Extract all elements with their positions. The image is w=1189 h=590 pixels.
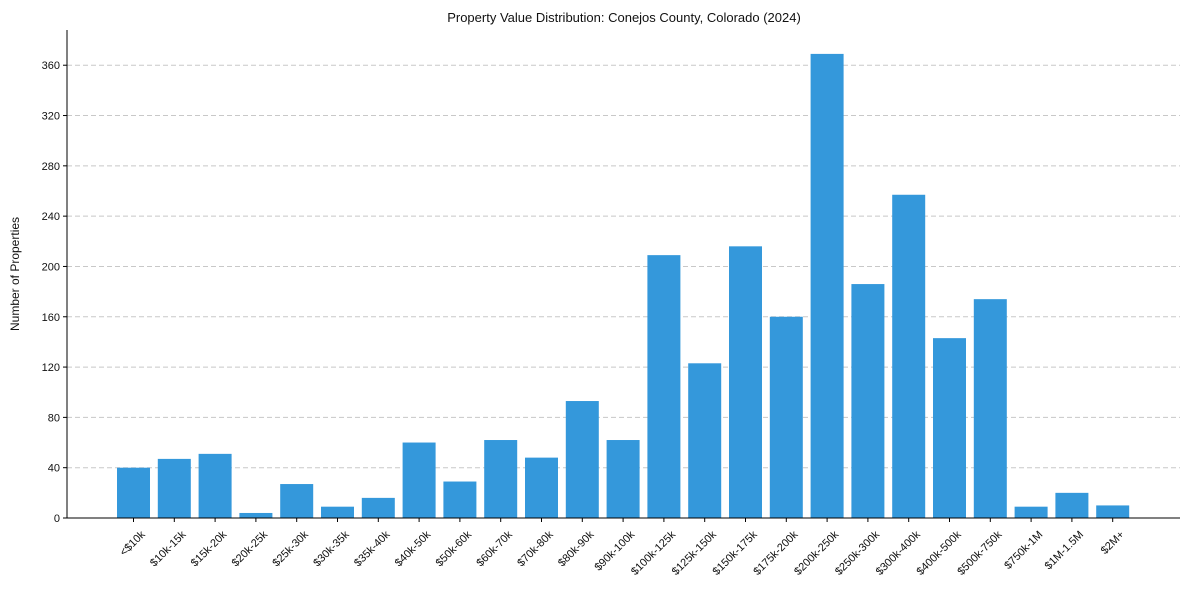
bar (565, 401, 599, 518)
bar (402, 442, 436, 518)
x-tick-label: $40k-50k (393, 528, 434, 569)
bar (1096, 505, 1130, 518)
bar (321, 506, 354, 518)
x-tick-label: $25k-30k (270, 528, 311, 569)
bar (280, 484, 314, 518)
y-tick-label: 360 (42, 60, 60, 72)
y-tick-label: 160 (42, 312, 60, 324)
bars (117, 53, 1130, 519)
x-tick-label: $2M+ (1099, 529, 1127, 557)
x-tick-label: $750k-1M (1002, 529, 1045, 572)
y-tick-label: 280 (42, 161, 60, 173)
bar (484, 440, 518, 518)
bar (769, 316, 803, 518)
x-tick-label: $35k-40k (352, 528, 393, 569)
y-tick-label: 120 (42, 362, 60, 374)
y-tick-label: 80 (48, 412, 60, 424)
bar (117, 467, 150, 518)
x-tick-label: $70k-80k (515, 528, 556, 569)
x-tick-label: <$10k (118, 528, 148, 558)
y-ticks: 0 40 80 120 160 200 240 280 320 360 (42, 60, 67, 525)
y-tick-label: 240 (42, 211, 60, 223)
y-tick-label: 40 (48, 463, 60, 475)
x-tick-label: $10k-15k (148, 528, 189, 569)
bar (647, 255, 681, 518)
x-tick-label: $60k-70k (474, 528, 515, 569)
x-tick-label: $20k-25k (230, 528, 271, 569)
x-tick-label: $500k-750k (955, 528, 1004, 577)
x-ticks: <$10k $10k-15k $15k-20k $20k-25k $25k-30k $30… (118, 518, 1127, 578)
bar (157, 458, 191, 518)
gridlines (67, 64, 1180, 469)
bar (892, 194, 926, 519)
bar (851, 284, 885, 518)
bar (973, 299, 1007, 518)
y-tick-label: 320 (42, 111, 60, 123)
x-tick-label: $1M-1.5M (1043, 529, 1087, 573)
bar (1014, 506, 1048, 518)
bar (525, 457, 558, 518)
bar (688, 363, 722, 518)
bar (239, 512, 273, 518)
y-tick-label: 200 (42, 261, 60, 273)
bar (361, 497, 395, 518)
chart-title: Property Value Distribution: Conejos Cou… (447, 10, 801, 25)
x-tick-label: $80k-90k (556, 528, 597, 569)
x-tick-label: $50k-60k (434, 528, 475, 569)
bar (606, 440, 640, 518)
bar (198, 453, 232, 518)
bar (443, 481, 477, 518)
x-tick-label: $15k-20k (189, 528, 230, 569)
bar (729, 246, 762, 518)
bar (933, 338, 966, 518)
y-axis-label: Number of Properties (8, 217, 22, 331)
bar (810, 53, 844, 518)
y-tick-label: 0 (54, 513, 60, 525)
bar (1055, 492, 1089, 518)
x-tick-label: $30k-35k (311, 528, 352, 569)
